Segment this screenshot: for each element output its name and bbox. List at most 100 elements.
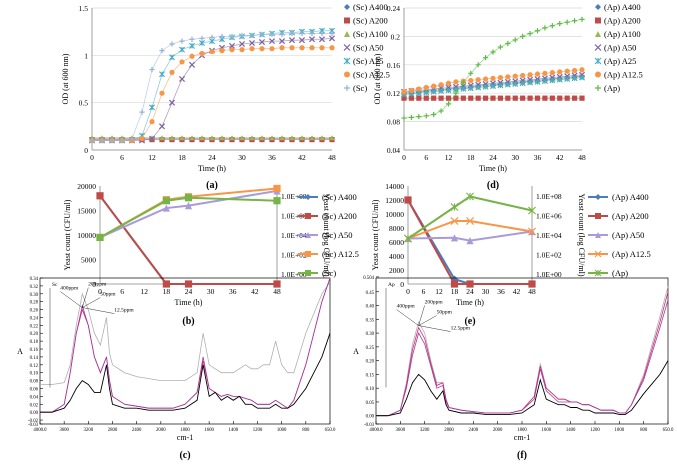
data-point: [259, 31, 265, 38]
legend-label: (Ap): [604, 83, 620, 93]
y2-tick-label: 1.0E+04: [536, 231, 562, 240]
data-point: [299, 45, 305, 51]
data-point: [184, 194, 193, 202]
data-point: [571, 75, 578, 82]
series--sc-a200: [96, 192, 281, 288]
data-point: [229, 135, 235, 141]
series-line: [407, 199, 532, 285]
series--sc-a12-5: [96, 184, 281, 242]
x-tick-label: 650.0: [663, 428, 674, 433]
legend-marker: [305, 213, 311, 219]
data-point: [453, 90, 459, 96]
x-tick-label: 1400: [566, 428, 576, 433]
data-point: [512, 95, 518, 101]
y-tick-label: 0.28: [30, 301, 39, 306]
x-tick-label: 30: [482, 287, 490, 296]
x-tick-label: 36: [268, 153, 276, 162]
data-point: [579, 67, 585, 73]
series--sc-a12-5: [89, 45, 335, 144]
data-point: [309, 135, 315, 141]
legend-marker: [305, 194, 311, 200]
x-tick-label: 0: [406, 287, 410, 296]
data-point: [148, 135, 156, 142]
legend-marker: [344, 17, 350, 24]
data-point: [329, 30, 335, 37]
x-tick-label: 30: [238, 153, 246, 162]
data-point: [534, 95, 541, 101]
data-point: [199, 40, 205, 47]
series-line: [403, 18, 583, 119]
x-tick-label: 0: [402, 153, 406, 162]
data-point: [279, 135, 285, 141]
x-tick-label: 1800: [180, 428, 190, 433]
data-point: [239, 47, 245, 53]
legend-label: (Ap) A12.5: [604, 70, 643, 80]
data-point: [239, 135, 245, 141]
x-tick-label: 1800: [517, 428, 527, 433]
data-point: [401, 95, 407, 101]
data-point: [542, 95, 548, 101]
spectrum-ap: [376, 286, 669, 417]
annotation-arrow: [418, 305, 425, 326]
x-tick-label: 48: [328, 153, 336, 162]
panel-label: (b): [182, 316, 194, 327]
x-tick-label: 800: [302, 428, 310, 433]
data-point: [557, 95, 563, 101]
data-point: [505, 74, 511, 80]
data-point: [178, 75, 186, 83]
x-tick-label: 42: [298, 153, 306, 162]
plot-frame: [375, 277, 669, 425]
y-axis-title: OD (at 600 nm): [61, 53, 70, 104]
data-point: [534, 71, 541, 77]
y-axis-title: A: [353, 347, 359, 356]
x-tick-label: 3200: [84, 428, 94, 433]
x-tick-label: 6: [120, 153, 124, 162]
data-point: [445, 80, 452, 86]
series-line: [92, 30, 332, 141]
legend-label: (Sc) A50: [322, 230, 352, 240]
y-tick-label: 0.02: [30, 403, 39, 408]
annotation-arrow: [82, 307, 115, 314]
y2-tick-label: 1.0E+08: [281, 192, 307, 201]
data-point: [96, 192, 104, 200]
data-point: [99, 137, 105, 144]
data-point: [579, 16, 585, 22]
x-tick-label: 3200: [420, 428, 430, 433]
y-tick-label: 0.08: [30, 380, 39, 385]
annotation-label: 50ppm: [100, 292, 116, 298]
y-tick-label: 0.10: [30, 372, 39, 377]
legend-label: (Sc) A400: [322, 192, 357, 202]
legend-label: (Sc) A400: [353, 2, 388, 12]
legend-marker: [594, 57, 602, 65]
data-point: [505, 40, 511, 47]
data-point: [468, 70, 474, 76]
data-point: [169, 69, 175, 75]
data-point: [512, 80, 519, 87]
y-tick-label: 10000: [77, 231, 96, 240]
data-point: [557, 69, 563, 75]
x-tick-label: 18: [163, 287, 171, 296]
legend-marker: [594, 44, 602, 51]
data-point: [149, 119, 155, 125]
legend-label: (Sc) A12.5: [353, 70, 390, 80]
y-tick-label: 0: [92, 280, 96, 289]
y-tick-label: 0.40: [366, 305, 375, 310]
data-point: [169, 135, 175, 141]
data-point: [129, 136, 135, 142]
data-point: [453, 95, 459, 101]
data-point: [149, 66, 155, 73]
y-tick-label: 10000: [385, 210, 404, 219]
data-point: [289, 135, 295, 141]
data-point: [189, 135, 195, 141]
panel-c: -0.03-0.02 0.00 0.02 0.04 0.06 0.08 0.10 0.12 0.…: [17, 277, 336, 461]
x-tick-label: 1000: [615, 428, 625, 433]
data-point: [475, 95, 481, 101]
data-point: [268, 38, 276, 45]
data-point: [299, 30, 305, 37]
data-point: [319, 45, 325, 51]
data-point: [89, 137, 95, 144]
data-point: [273, 197, 281, 205]
x-tick-label: 2800: [108, 428, 118, 433]
data-point: [289, 45, 295, 51]
data-point: [184, 280, 193, 288]
